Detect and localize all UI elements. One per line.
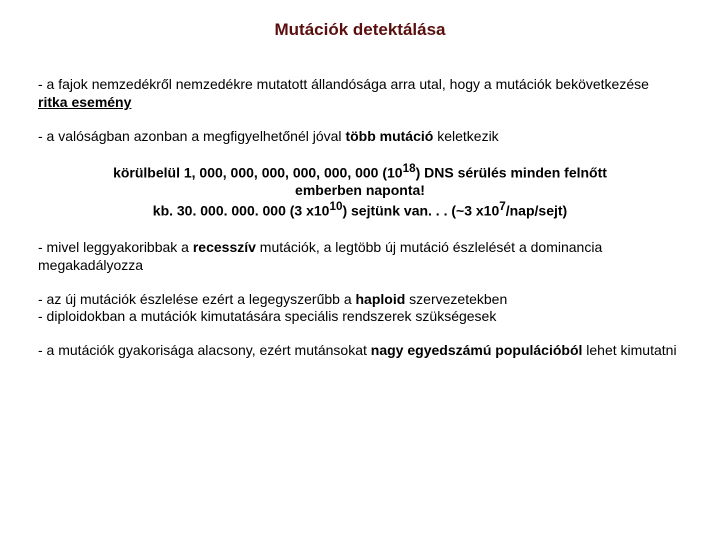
center-line-1: körülbelül 1, 000, 000, 000, 000, 000, 0… [38,162,682,183]
center-line-2: emberben naponta! [38,182,682,200]
p4-l1-post: szervezetekben [405,291,507,307]
p1-pre: - a fajok nemzedékről nemzedékre mutatot… [38,76,649,92]
p4-l1-pre: - az új mutációk észlelése ezért a legeg… [38,291,356,307]
p3-bold: recesszív [193,239,256,255]
p2-pre: - a valóságban azonban a megfigyelhetőné… [38,128,345,144]
paragraph-1: - a fajok nemzedékről nemzedékre mutatot… [38,76,682,112]
center-emphasis-block: körülbelül 1, 000, 000, 000, 000, 000, 0… [38,162,682,221]
paragraph-5: - a mutációk gyakorisága alacsony, ezért… [38,342,682,360]
p3-pre: - mivel leggyakoribbak a [38,239,193,255]
p5-post: lehet kimutatni [582,342,676,358]
paragraph-3: - mivel leggyakoribbak a recesszív mutác… [38,239,682,275]
p4-l1-bold: haploid [356,291,406,307]
p5-bold: nagy egyedszámú populációból [371,342,583,358]
p5-pre: - a mutációk gyakorisága alacsony, ezért… [38,342,371,358]
p2-bold: több mutáció [345,128,433,144]
p4-line-1: - az új mutációk észlelése ezért a legeg… [38,291,682,309]
paragraph-2: - a valóságban azonban a megfigyelhetőné… [38,128,682,146]
paragraph-4-group: - az új mutációk észlelése ezért a legeg… [38,291,682,327]
slide-title: Mutációk detektálása [38,20,682,40]
p2-post: keletkezik [433,128,498,144]
center-line-3: kb. 30. 000. 000. 000 (3 x1010) sejtünk … [38,200,682,221]
p4-line-2: - diploidokban a mutációk kimutatására s… [38,308,682,326]
p1-bold-underline: ritka esemény [38,94,131,110]
